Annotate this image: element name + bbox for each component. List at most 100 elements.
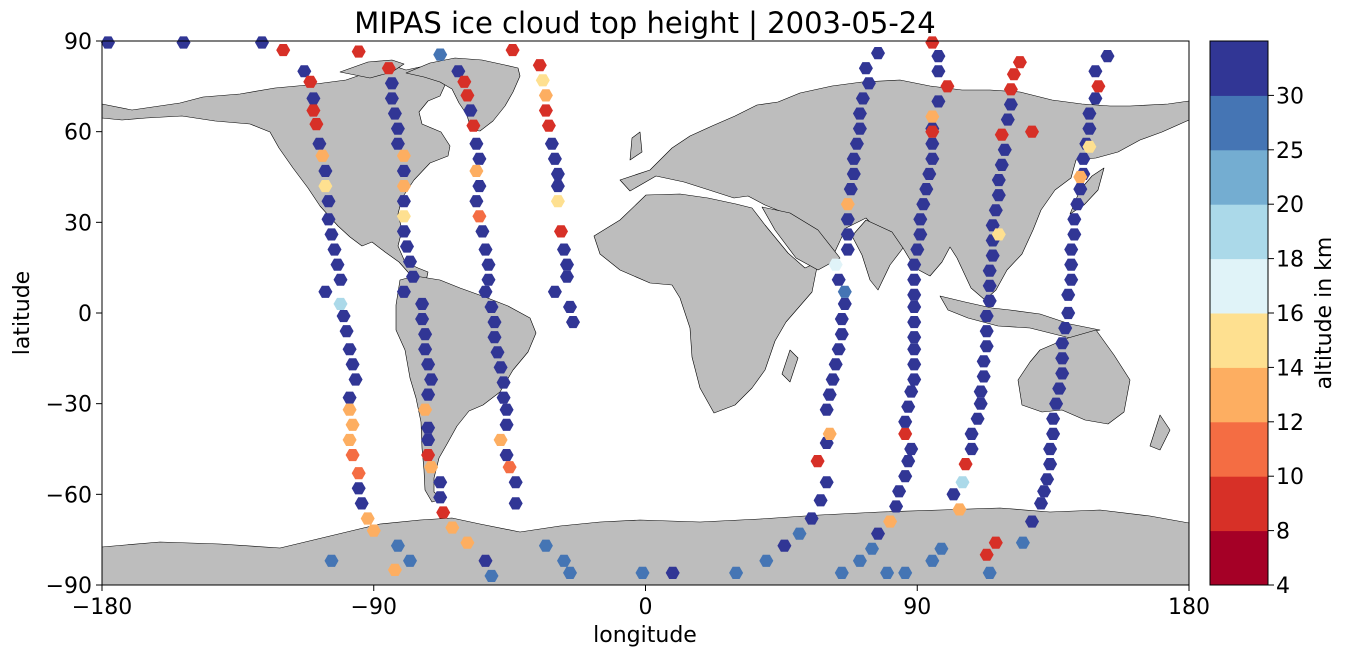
colorbar-tick-label: 4 [1276,574,1290,599]
cloud-point [985,219,1000,232]
colorbar-segment [1210,476,1268,532]
cloud-point [861,77,876,90]
cloud-point [819,403,834,416]
cloud-point [505,44,520,57]
cloud-point [351,467,366,480]
cloud-point [925,554,940,567]
cloud-point [342,433,357,446]
colorbar: 4 8 10 12 14 16 18 20 25 30 [1209,40,1304,599]
cloud-point [991,174,1006,187]
land-new-zealand [1149,414,1171,451]
cloud-point [324,554,339,567]
cloud-point [849,137,864,150]
cloud-point [910,243,925,256]
cloud-point [396,149,411,162]
cloud-point [916,198,931,211]
cloud-point [973,397,988,410]
y-tick-label: −90 [46,574,92,599]
cloud-point [339,325,354,338]
cloud-point [547,285,562,298]
cloud-point [421,433,436,446]
cloud-point [1073,183,1088,196]
cloud-point [1003,83,1018,96]
cloud-point [665,566,680,579]
cloud-point [541,119,556,132]
cloud-point [759,554,774,567]
cloud-point [1025,515,1039,528]
cloud-point [351,482,366,495]
cloud-point [964,442,979,456]
cloud-point [1006,68,1021,81]
cloud-point [901,400,916,413]
cloud-point [907,331,922,344]
cloud-point [1040,473,1055,486]
cloud-point [913,228,928,241]
cloud-point [1061,288,1076,301]
colorbar-tick-label: 18 [1276,248,1304,273]
cloud-point [976,370,991,383]
cloud-point [532,59,547,72]
cloud-point [547,152,562,165]
cloud-point [469,195,484,208]
cloud-point [840,213,855,226]
cloud-point [831,343,846,356]
y-tick-label: 60 [64,121,92,146]
cloud-point [871,527,885,540]
cloud-point [1067,228,1082,241]
cloud-point [925,125,940,138]
colorbar-segment [1210,367,1268,423]
land-india [851,219,904,291]
cloud-point [351,45,366,58]
cloud-point [366,524,381,537]
cloud-point [563,300,577,313]
cloud-point [360,512,375,525]
cloud-point [852,122,867,135]
cloud-point [883,515,898,528]
cloud-point [472,152,487,165]
cloud-point [478,243,493,256]
y-axis-label: latitude [10,271,35,355]
scatter-points [101,36,1115,582]
cloud-point [415,313,430,326]
cloud-point [922,167,937,180]
cloud-point [1082,107,1097,120]
y-tick-label: 0 [78,302,92,327]
y-tick-label: 90 [64,30,92,55]
cloud-point [904,385,919,398]
cloud-point [472,180,487,193]
cloud-point [176,36,191,49]
x-axis: −180 −90 0 90 180 [72,585,1210,620]
cloud-point [321,195,336,208]
cloud-point [396,195,411,208]
cloud-point [925,110,940,123]
cloud-point [557,554,571,567]
cloud-point [418,403,433,416]
cloud-point [964,427,979,440]
cloud-point [1070,198,1085,211]
cloud-point [982,279,997,292]
x-tick-label: −180 [72,595,132,620]
colorbar-label: altitude in km [1312,237,1337,390]
cloud-point [828,358,843,371]
cloud-point [907,316,922,329]
x-tick-label: 90 [903,595,931,620]
cloud-point [303,75,318,88]
cloud-point [433,48,448,61]
cloud-point [306,92,321,105]
land-madagascar [781,349,799,383]
colorbar-tick-label: 10 [1276,465,1304,490]
cloud-point [1049,397,1064,410]
cloud-point [946,488,961,501]
colorbar-segment [1210,530,1268,586]
cloud-point [550,180,565,193]
cloud-point [994,128,1009,141]
x-tick-label: 0 [639,595,653,620]
cloud-point [955,476,970,489]
cloud-point [348,373,363,386]
cloud-point [421,421,436,434]
cloud-point [898,427,913,440]
cloud-point [855,92,870,105]
cloud-point [979,548,994,561]
cloud-point [502,461,517,474]
cloud-point [979,325,994,338]
